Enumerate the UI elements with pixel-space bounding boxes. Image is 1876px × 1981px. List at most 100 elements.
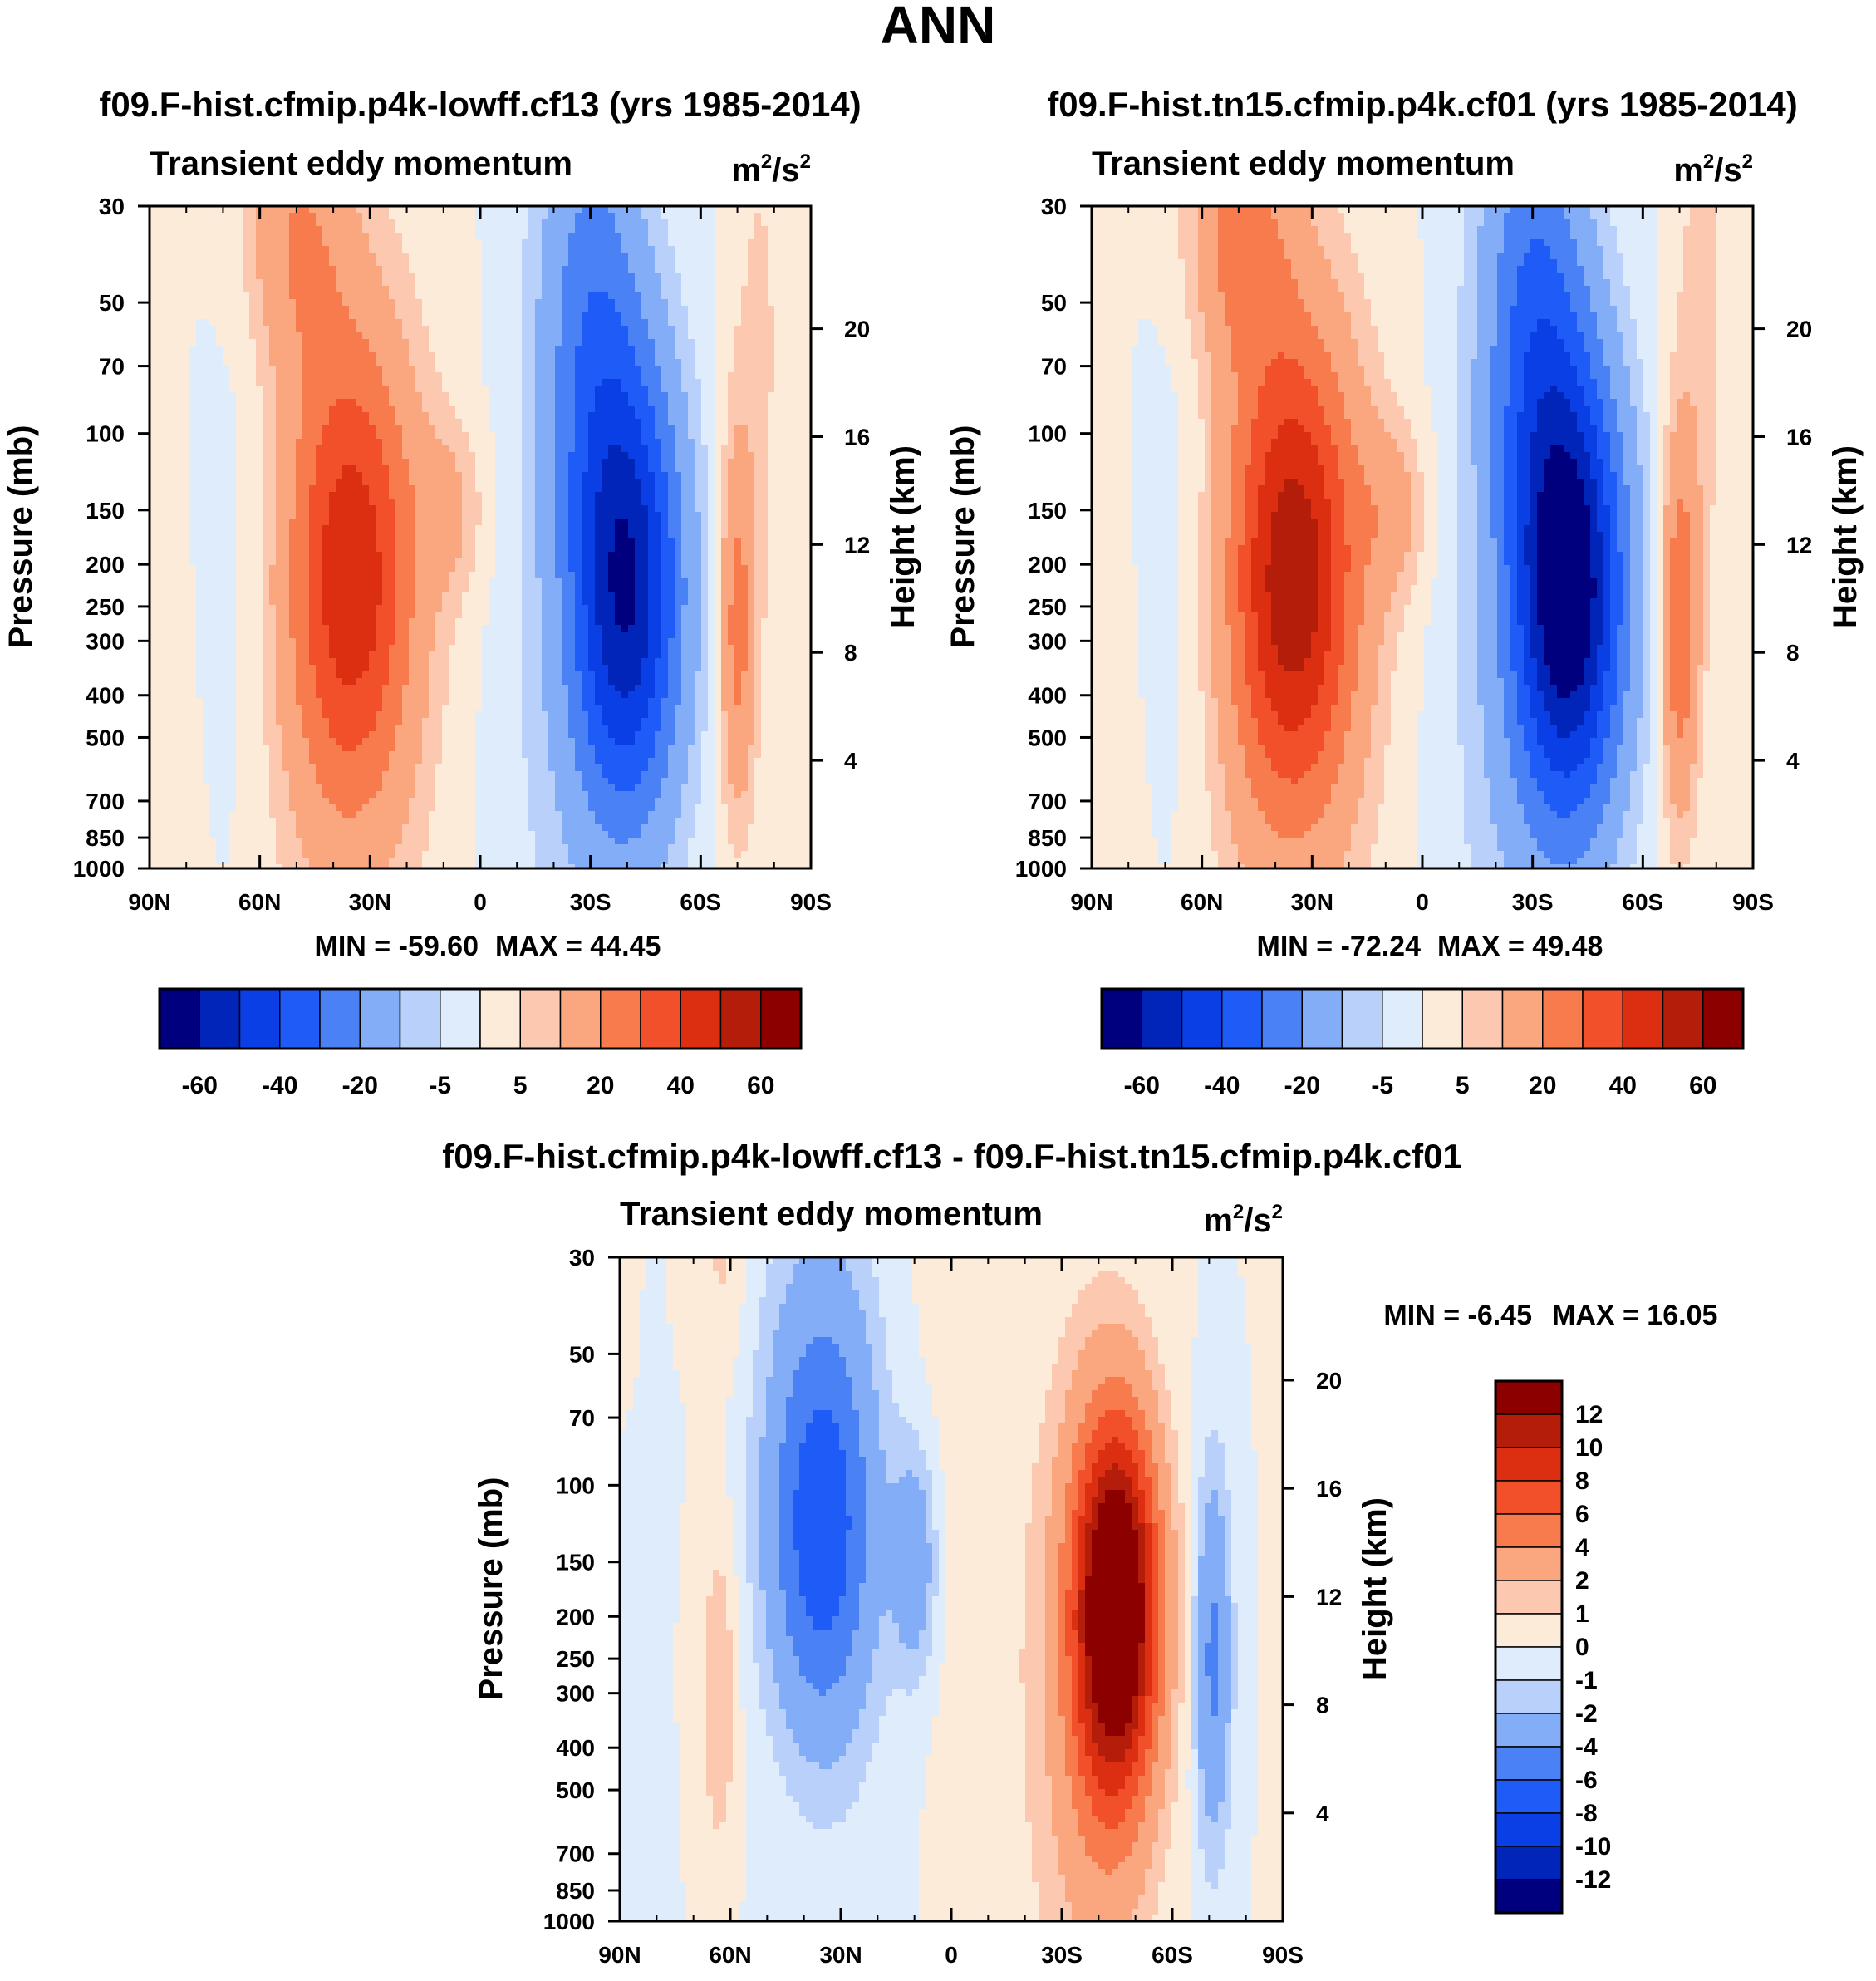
contour-cell (1584, 432, 1598, 440)
contour-cell (1683, 505, 1704, 513)
contour-cell (276, 465, 297, 473)
contour-cell (276, 632, 290, 639)
contour-cell (1677, 725, 1684, 732)
contour-cell (1657, 558, 1664, 566)
contour-cell (768, 512, 811, 519)
contour-cell (309, 625, 330, 632)
contour-cell (1251, 538, 1272, 546)
contour-cell (535, 419, 556, 426)
contour-cell (495, 439, 523, 446)
contour-cell (1457, 485, 1478, 493)
contour-cell (1524, 532, 1538, 539)
contour-cell (1690, 206, 1717, 214)
contour-cell (1703, 565, 1711, 573)
contour-cell (728, 625, 749, 632)
contour-cell (1198, 366, 1212, 373)
contour-cell (282, 751, 310, 759)
contour-cell (349, 312, 396, 320)
contour-cell (209, 319, 250, 327)
contour-cell (150, 319, 197, 327)
contour-cell (150, 698, 204, 705)
contour-cell (635, 558, 649, 566)
contour-cell (728, 838, 749, 845)
contour-cell (608, 552, 636, 559)
contour-cell (309, 658, 336, 666)
contour-cell (768, 572, 811, 579)
contour-cell (728, 386, 775, 393)
contour-cell (1650, 711, 1657, 719)
contour-cell (542, 671, 562, 679)
contour-cell (1690, 618, 1704, 626)
contour-cell (276, 711, 303, 719)
contour-cell (1716, 386, 1753, 393)
contour-cell (1457, 339, 1478, 347)
contour-cell (748, 279, 769, 287)
contour-cell (482, 359, 523, 366)
contour-cell (376, 625, 396, 632)
contour-cell (1584, 339, 1604, 347)
contour-cell (395, 532, 416, 539)
contour-cell (395, 731, 423, 739)
contour-cell (1404, 412, 1432, 420)
contour-cell (522, 279, 543, 287)
contour-cell (442, 751, 476, 759)
contour-cell (1404, 565, 1418, 573)
contour-cell (1590, 299, 1611, 307)
contour-cell (1670, 678, 1691, 686)
contour-cell (1683, 266, 1717, 273)
contour-cell (635, 738, 656, 745)
contour-cell (681, 366, 695, 373)
contour-cell (263, 412, 277, 420)
contour-cell (1265, 685, 1319, 692)
contour-cell (196, 319, 210, 327)
contour-cell (1603, 671, 1618, 679)
contour-cell (655, 479, 669, 486)
contour-cell (1637, 406, 1644, 413)
contour-cell (668, 651, 682, 659)
contour-cell (1284, 419, 1299, 426)
contour-cell (1510, 625, 1525, 632)
contour-cell (1657, 346, 1677, 353)
contour-cell (1697, 685, 1704, 692)
contour-cell (276, 372, 303, 380)
contour-cell (1344, 572, 1365, 579)
contour-cell (1477, 612, 1498, 619)
contour-cell (1690, 392, 1717, 400)
contour-cell (1650, 705, 1657, 712)
contour-cell (1351, 432, 1392, 440)
contour-cell (615, 784, 636, 792)
contour-cell (1391, 432, 1412, 440)
contour-cell (1690, 532, 1704, 539)
contour-cell (715, 804, 729, 812)
contour-cell (1670, 598, 1691, 606)
contour-cell (150, 718, 204, 725)
contour-cell (1198, 645, 1212, 652)
contour-cell (475, 718, 523, 725)
contour-cell (628, 259, 656, 267)
contour-cell (1617, 425, 1638, 433)
contour-cell (1610, 711, 1624, 719)
contour-cell (1683, 725, 1697, 732)
contour-cell (655, 665, 669, 672)
contour-cell (462, 472, 476, 479)
contour-cell (715, 299, 742, 307)
contour-cell (329, 632, 376, 639)
contour-cell (1663, 499, 1671, 506)
contour-cell (1603, 618, 1611, 626)
contour-cell (655, 472, 669, 479)
contour-cell (1530, 479, 1545, 486)
contour-cell (1697, 698, 1704, 705)
contour-cell (1557, 691, 1571, 699)
contour-cell (1530, 705, 1545, 712)
contour-cell (189, 519, 237, 526)
contour-cell (1477, 253, 1498, 260)
contour-cell (535, 372, 556, 380)
contour-cell (675, 824, 695, 832)
contour-cell (588, 618, 596, 626)
contour-cell (1437, 565, 1458, 573)
contour-cell (568, 698, 582, 705)
contour-cell (1610, 532, 1618, 539)
contour-cell (150, 213, 243, 220)
contour-cell (1205, 439, 1212, 446)
contour-cell (1663, 625, 1671, 632)
